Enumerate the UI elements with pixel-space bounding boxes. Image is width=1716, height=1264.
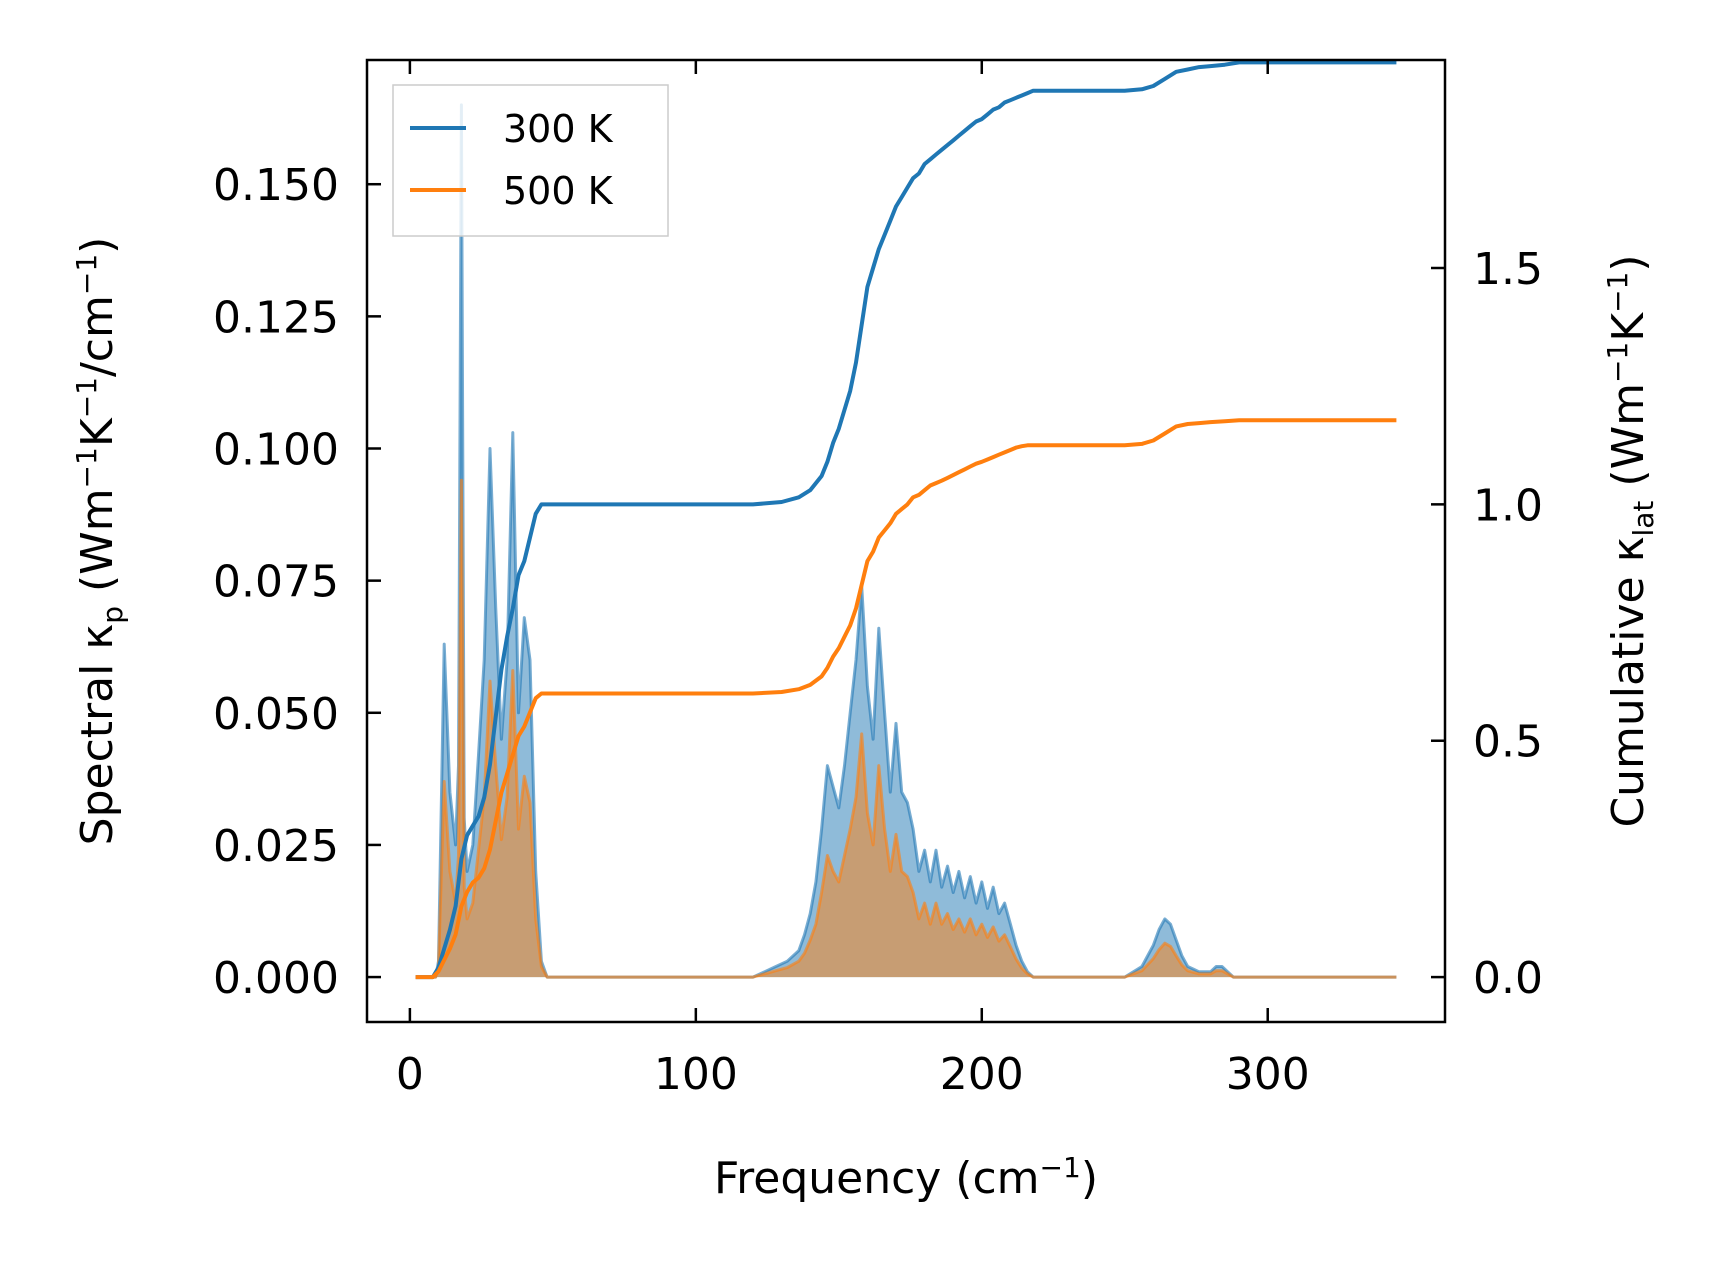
x-tick-label: 300	[1226, 1049, 1310, 1100]
y-left-tick-label: 0.150	[213, 160, 339, 211]
y-axis-left-label: Spectral κp (Wm−1K−1/cm−1)	[70, 237, 129, 846]
spectral-line-300k	[415, 103, 1397, 979]
plot-frame	[365, 58, 1447, 1024]
spectral-line-500k	[415, 478, 1397, 979]
tick-layer: 0 100 200 300 0.000 0.025 0.050 0.075 0.100 0.125…	[213, 60, 1543, 1100]
legend-label-500k: 500 K	[503, 169, 614, 213]
spectral-fill-layer	[415, 103, 1397, 979]
cumulative-line-300k	[415, 60, 1397, 980]
y-right-tick-label: 0.0	[1473, 953, 1543, 1004]
series-line-layer	[415, 60, 1397, 980]
y-left-tick-label: 0.125	[213, 292, 339, 343]
y-left-tick-label: 0.100	[213, 425, 339, 476]
x-tick-label: 100	[654, 1049, 738, 1100]
y-right-tick-label: 1.5	[1473, 244, 1543, 295]
x-tick-label: 200	[940, 1049, 1024, 1100]
x-axis-label: Frequency (cm−1)	[714, 1151, 1098, 1204]
y-axis-right-label: Cumulative κlat (Wm−1K−1)	[1601, 254, 1660, 827]
x-tick-label: 0	[396, 1049, 424, 1100]
y-left-tick-label: 0.000	[213, 953, 339, 1004]
y-right-tick-label: 0.5	[1473, 717, 1543, 768]
legend: 300 K 500 K	[392, 84, 669, 237]
spectral-area-500k	[415, 480, 1397, 978]
y-left-tick-label: 0.050	[213, 689, 339, 740]
y-right-tick-label: 1.0	[1473, 480, 1543, 531]
legend-label-300k: 300 K	[503, 107, 614, 151]
y-left-tick-label: 0.025	[213, 821, 339, 872]
y-left-tick-label: 0.075	[213, 557, 339, 608]
legend-box	[392, 84, 669, 237]
cumulative-line-500k	[415, 418, 1397, 980]
